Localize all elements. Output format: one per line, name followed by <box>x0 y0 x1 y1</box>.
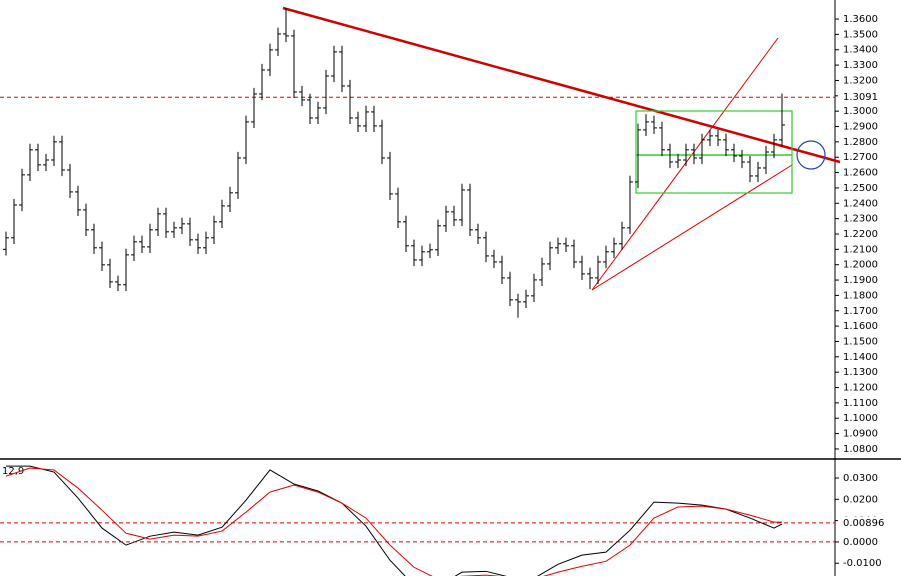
plot-area <box>3 7 785 318</box>
y-tick-label: 1.1500 <box>843 336 878 347</box>
y-tick-label: 1.2400 <box>843 198 878 209</box>
highlight-circle <box>796 140 826 170</box>
level-label-bg <box>838 516 888 529</box>
y-tick-label: 1.3200 <box>843 75 878 86</box>
drawings <box>282 6 841 291</box>
y-tick-label: 1.1700 <box>843 306 878 317</box>
y-tick-label: 1.3400 <box>843 45 878 56</box>
y-tick-label: 1.2900 <box>843 122 878 133</box>
indicator-line <box>5 467 782 576</box>
y-tick-label: 1.3300 <box>843 60 878 71</box>
indicator-line <box>6 465 783 576</box>
y-tick-label: 1.2700 <box>843 152 878 163</box>
y-tick-label: 1.2600 <box>843 168 878 179</box>
y-tick-label: 1.1100 <box>843 398 878 409</box>
y-tick-label: 1.2500 <box>843 183 878 194</box>
y-tick-label: 1.1200 <box>843 383 878 394</box>
y-tick-label: 1.1600 <box>843 321 878 332</box>
y-tick-label: 1.1400 <box>843 352 878 363</box>
y-tick-label: 1.2200 <box>843 229 878 240</box>
indicator-label: 12,9 <box>2 466 24 477</box>
level-label: 1.3091 <box>843 92 878 103</box>
y-tick-label: 1.2300 <box>843 214 878 225</box>
trend-line <box>282 6 841 164</box>
y-tick-label: 0.0300 <box>843 473 878 484</box>
y-tick-label: 1.3600 <box>843 14 878 25</box>
y-tick-label: 1.1900 <box>843 275 878 286</box>
y-tick-label: 1.3000 <box>843 106 878 117</box>
level-label-bg <box>838 91 888 104</box>
y-tick-label: 1.1000 <box>843 413 878 424</box>
y-tick-label: 1.2000 <box>843 260 878 271</box>
y-tick-label: 1.2800 <box>843 137 878 148</box>
y-tick-label: -0.0100 <box>843 558 882 569</box>
y-tick-label: 0.0200 <box>843 494 878 505</box>
channel-line <box>591 37 779 291</box>
y-tick-label: 0.0000 <box>843 537 878 548</box>
y-tick-label: 1.1800 <box>843 290 878 301</box>
y-tick-label: 1.0800 <box>843 444 878 455</box>
plot-area <box>5 465 783 576</box>
range-box <box>635 110 793 194</box>
level-label: 0.00896 <box>843 518 884 529</box>
y-tick-label: 1.0900 <box>843 429 878 440</box>
y-tick-label: 1.3500 <box>843 29 878 40</box>
channel-line <box>591 164 793 291</box>
y-tick-label: 1.1300 <box>843 367 878 378</box>
y-tick-label: 1.2100 <box>843 244 878 255</box>
